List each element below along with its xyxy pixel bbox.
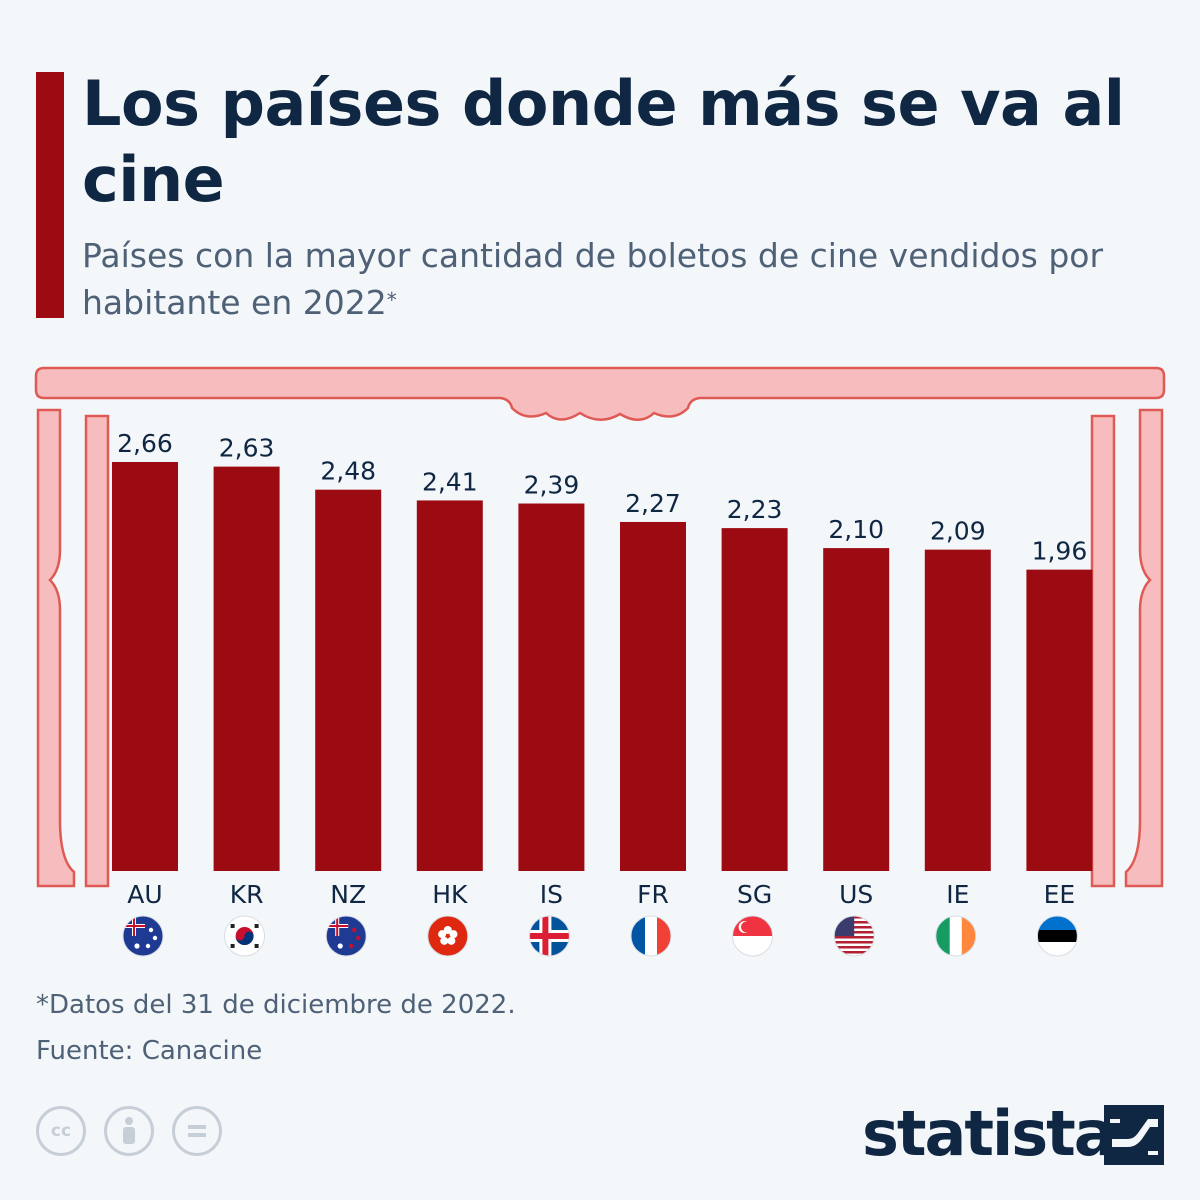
subtitle-text: Países con la mayor cantidad de boletos … [82, 236, 1104, 322]
creative-commons-icon[interactable]: cc [36, 1106, 86, 1156]
new-zealand-flag-icon [325, 915, 367, 957]
statista-wordmark[interactable]: statista [862, 1097, 1116, 1170]
estonia-flag-icon [1036, 915, 1078, 957]
hong-kong-flag-icon-ring [427, 915, 469, 957]
hong-kong-flag-icon [427, 915, 469, 957]
value-label-nz: 2,48 [320, 457, 376, 486]
category-label-us: US [839, 880, 873, 909]
person-icon [123, 1117, 135, 1144]
bar-ee [1026, 569, 1093, 871]
no-derivatives-icon[interactable] [172, 1106, 222, 1156]
estonia-flag-icon-ring [1036, 915, 1078, 957]
stage-curtains [34, 366, 1166, 888]
category-label-is: IS [540, 880, 563, 909]
category-label-ie: IE [946, 880, 969, 909]
chart-stage: 2,66 AU 2,63 KR 2,48 NZ 2,41 HK 2,39 IS 2,27 FR 2,23… [34, 366, 1166, 957]
iceland-flag-icon-ring [528, 915, 570, 957]
singapore-flag-icon [732, 915, 774, 957]
value-label-ee: 1,96 [1032, 537, 1088, 566]
attribution-icon[interactable] [104, 1106, 154, 1156]
curtain-valance [34, 366, 1166, 421]
equals-icon [188, 1125, 206, 1137]
subtitle-footnote-mark: * [386, 288, 397, 312]
curtain-right-inner [1090, 414, 1116, 888]
footnote: *Datos del 31 de diciembre de 2022. [36, 990, 516, 1020]
value-label-ie: 2,09 [930, 517, 986, 546]
france-flag-icon [630, 915, 672, 957]
france-flag-icon-ring [630, 915, 672, 957]
bar-au [112, 462, 178, 871]
bar-us [823, 548, 890, 871]
category-label-kr: KR [230, 880, 264, 909]
chart-title: Los países donde más se va al cine [82, 67, 1125, 216]
new-zealand-flag-icon-ring [325, 915, 367, 957]
value-label-hk: 2,41 [422, 467, 478, 496]
source-note: Fuente: Canacine [36, 1036, 263, 1066]
australia-flag-icon [122, 915, 164, 957]
category-label-ee: EE [1044, 880, 1076, 909]
value-label-sg: 2,23 [727, 495, 783, 524]
australia-flag-icon-ring [122, 915, 164, 957]
value-label-us: 2,10 [828, 515, 884, 544]
south-korea-flag-icon-ring [224, 915, 266, 957]
bar-is [518, 503, 585, 871]
value-label-au: 2,66 [117, 429, 173, 458]
curtain-left-inner [84, 414, 110, 888]
usa-flag-icon [833, 915, 875, 957]
value-label-is: 2,39 [524, 471, 580, 500]
bar-fr [620, 521, 686, 871]
category-label-fr: FR [637, 880, 669, 909]
bar-hk [416, 500, 483, 871]
value-label-kr: 2,63 [219, 434, 275, 463]
category-label-hk: HK [432, 880, 468, 909]
bar-nz [315, 489, 382, 871]
curtain-right-outer [1124, 408, 1164, 888]
curtain-left-outer [36, 408, 76, 888]
value-label-fr: 2,27 [625, 489, 681, 518]
bar-sg [721, 528, 788, 871]
license-icons: cc [36, 1106, 222, 1156]
ireland-flag-icon [935, 915, 977, 957]
accent-bar [36, 72, 64, 318]
bar-ie [924, 549, 991, 871]
category-label-sg: SG [737, 880, 772, 909]
statista-logo-icon[interactable] [1104, 1105, 1164, 1165]
category-label-au: AU [127, 880, 162, 909]
south-korea-flag-icon [224, 915, 266, 957]
category-label-nz: NZ [330, 880, 366, 909]
bars-group: 2,66 AU 2,63 KR 2,48 NZ 2,41 HK 2,39 IS 2,27 FR 2,23… [112, 429, 1093, 957]
ireland-flag-icon-ring [935, 915, 977, 957]
bar-kr [213, 466, 280, 871]
usa-flag-icon-ring [833, 915, 875, 957]
singapore-flag-icon-ring [732, 915, 774, 957]
cc-label: cc [50, 1121, 72, 1141]
iceland-flag-icon [528, 915, 570, 957]
chart-subtitle: Países con la mayor cantidad de boletos … [82, 232, 1162, 326]
